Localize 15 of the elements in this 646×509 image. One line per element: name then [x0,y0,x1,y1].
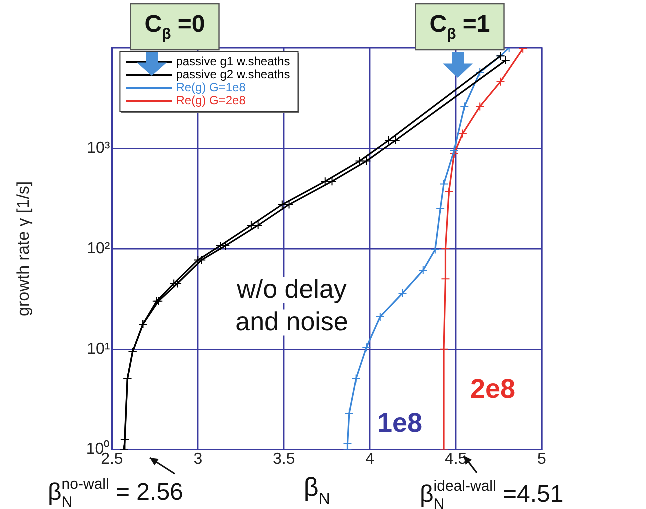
legend-label: passive g1 w.sheaths [176,54,290,68]
y-axis-title: growth rate γ [1/s] [14,181,33,316]
annotation: w/o delay and noise [236,274,348,336]
y-tick-label: 10³ [87,140,111,157]
x-tick-label: 4 [366,450,375,468]
x-tick-label: 5 [538,450,547,468]
legend-label: Re(g) G=2e8 [176,93,246,108]
annotation: 1e8 [377,408,423,438]
x-tick-label: 3 [194,450,203,468]
annotation: 2e8 [470,374,516,404]
y-tick-label: 10¹ [87,340,110,358]
legend-label: passive g2 w.sheaths [176,67,290,82]
legend-label: Re(g) G=1e8 [176,80,246,94]
x-tick-label: 3.5 [272,450,296,468]
y-tick-label: 10² [87,240,111,258]
